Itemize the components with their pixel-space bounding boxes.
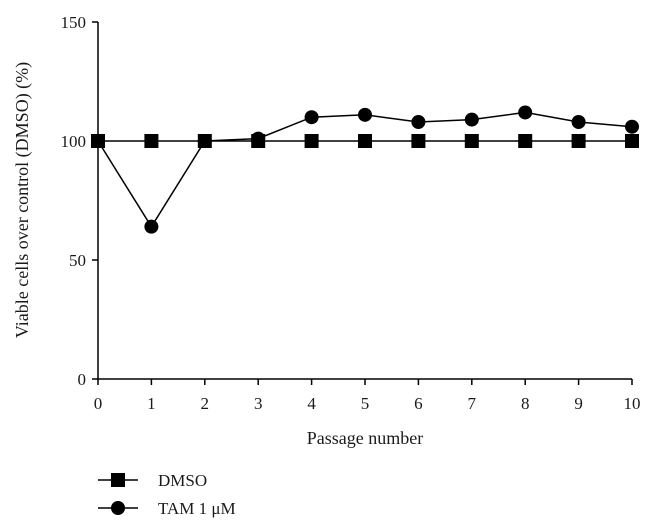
- y-tick-label: 100: [61, 132, 87, 151]
- legend-label: DMSO: [158, 471, 207, 490]
- data-point-dmso: [518, 134, 533, 148]
- data-point-tam: [518, 105, 533, 120]
- y-tick-label: 150: [61, 13, 87, 32]
- data-point-tam: [625, 119, 639, 134]
- x-tick-label: 10: [624, 394, 641, 413]
- data-point-dmso: [144, 134, 159, 148]
- data-point-tam: [411, 114, 426, 129]
- x-tick-label: 4: [307, 394, 316, 413]
- legend-marker: [111, 501, 125, 515]
- x-tick-label: 3: [254, 394, 263, 413]
- y-axis-title: Viable cells over control (DMSO) (%): [12, 62, 33, 338]
- data-point-tam: [464, 112, 479, 127]
- legend-marker: [111, 473, 125, 487]
- y-tick-label: 0: [78, 370, 87, 389]
- series-tam: [91, 105, 639, 234]
- data-point-dmso: [625, 134, 639, 148]
- legend: DMSO TAM 1 μM: [98, 471, 236, 518]
- data-point-dmso: [571, 134, 586, 148]
- data-point-tam: [358, 107, 372, 122]
- y-ticks: 0 50 100 150: [61, 13, 98, 389]
- series-dmso: [91, 134, 639, 148]
- series-layer: [91, 105, 639, 234]
- legend-item-tam: TAM 1 μM: [98, 499, 236, 518]
- axes: [97, 22, 632, 380]
- y-tick-label: 50: [69, 251, 86, 270]
- x-ticks: 0 1 2 3 4 5 6 7 8 9 10: [94, 379, 641, 413]
- x-tick-label: 1: [147, 394, 156, 413]
- series-line-tam: [97, 111, 633, 229]
- x-tick-label: 7: [468, 394, 477, 413]
- data-point-dmso: [411, 134, 426, 148]
- data-point-tam: [144, 219, 159, 234]
- x-axis-title: Passage number: [307, 428, 423, 448]
- x-tick-label: 2: [201, 394, 210, 413]
- data-point-tam: [571, 114, 586, 129]
- x-tick-label: 8: [521, 394, 530, 413]
- x-tick-label: 6: [414, 394, 423, 413]
- x-tick-label: 0: [94, 394, 103, 413]
- x-tick-label: 5: [361, 394, 370, 413]
- legend-label: TAM 1 μM: [158, 499, 236, 518]
- data-point-dmso: [464, 134, 479, 148]
- data-point-tam: [251, 131, 266, 146]
- data-point-tam: [197, 134, 212, 148]
- data-point-tam: [91, 134, 105, 148]
- data-point-tam: [304, 110, 319, 125]
- x-tick-label: 9: [574, 394, 583, 413]
- legend-item-dmso: DMSO: [98, 471, 207, 490]
- data-point-dmso: [304, 134, 319, 148]
- data-point-dmso: [358, 134, 372, 148]
